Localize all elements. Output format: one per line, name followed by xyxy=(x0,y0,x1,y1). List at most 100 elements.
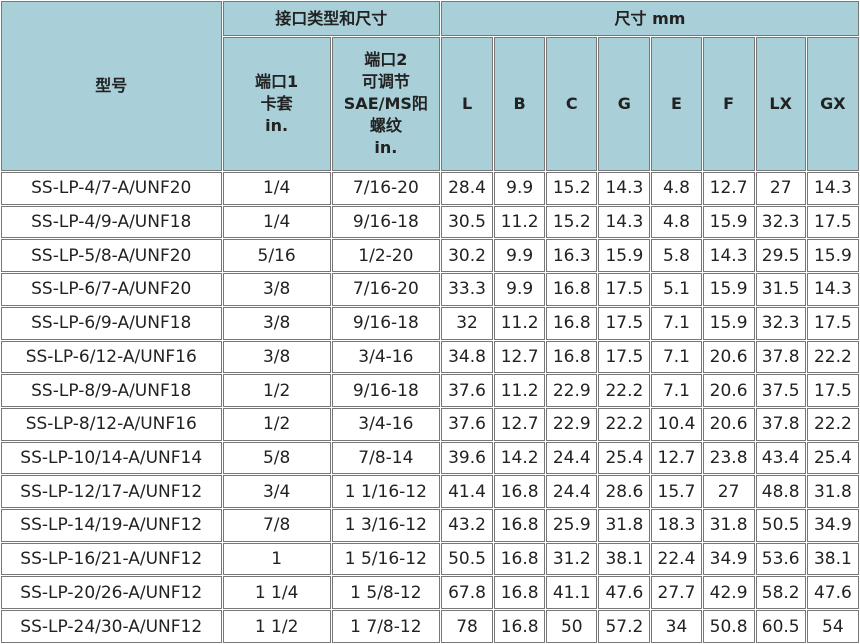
value-cell: 43.2 xyxy=(440,509,494,542)
value-cell: 7/16-20 xyxy=(331,172,440,205)
value-cell: 7/8-14 xyxy=(331,441,440,475)
dim-header: LX xyxy=(755,37,806,171)
value-cell: 15.2 xyxy=(546,172,598,205)
value-cell: 32.3 xyxy=(755,205,806,239)
value-cell: 29.5 xyxy=(755,239,806,273)
data-row: SS-LP-12/17-A/UNF12 3/4 1 1/16-12 41.4 16.8 2… xyxy=(1,475,859,509)
value-cell: 16.8 xyxy=(546,306,598,340)
value-cell: 1 xyxy=(222,542,331,576)
value-cell: 32.3 xyxy=(755,306,806,340)
value-cell: 16.3 xyxy=(546,239,598,273)
value-cell: 54 xyxy=(806,610,859,643)
model-cell: SS-LP-16/21-A/UNF12 xyxy=(1,542,222,576)
value-cell: 10.4 xyxy=(651,407,702,441)
value-cell: 50.5 xyxy=(755,509,806,542)
value-cell: 50.8 xyxy=(702,610,755,643)
value-cell: 1 5/8-12 xyxy=(331,576,440,610)
value-cell: 27 xyxy=(755,172,806,205)
value-cell: 34.9 xyxy=(806,509,859,542)
value-cell: 22.2 xyxy=(806,340,859,374)
model-header: 型号 xyxy=(1,1,222,171)
value-cell: 37.6 xyxy=(440,407,494,441)
value-cell: 14.3 xyxy=(702,239,755,273)
value-cell: 15.2 xyxy=(546,205,598,239)
data-row: SS-LP-14/19-A/UNF12 7/8 1 3/16-12 43.2 16.8 2… xyxy=(1,509,859,542)
value-cell: 28.6 xyxy=(598,475,651,509)
value-cell: 4.8 xyxy=(651,172,702,205)
value-cell: 5/16 xyxy=(222,239,331,273)
value-cell: 3/8 xyxy=(222,273,331,306)
value-cell: 37.8 xyxy=(755,407,806,441)
value-cell: 39.6 xyxy=(440,441,494,475)
value-cell: 15.9 xyxy=(598,239,651,273)
value-cell: 16.8 xyxy=(494,475,546,509)
data-row: SS-LP-6/9-A/UNF18 3/8 9/16-18 32 11.2 16.8 17.… xyxy=(1,306,859,340)
model-cell: SS-LP-10/14-A/UNF14 xyxy=(1,441,222,475)
value-cell: 1 1/4 xyxy=(222,576,331,610)
value-cell: 43.4 xyxy=(755,441,806,475)
value-cell: 30.5 xyxy=(440,205,494,239)
value-cell: 14.2 xyxy=(494,441,546,475)
value-cell: 42.9 xyxy=(702,576,755,610)
value-cell: 16.8 xyxy=(494,509,546,542)
value-cell: 17.5 xyxy=(598,340,651,374)
value-cell: 22.4 xyxy=(651,542,702,576)
value-cell: 24.4 xyxy=(546,475,598,509)
dim-header: E xyxy=(651,37,702,171)
value-cell: 17.5 xyxy=(598,306,651,340)
dim-header: C xyxy=(546,37,598,171)
value-cell: 25.4 xyxy=(806,441,859,475)
value-cell: 12.7 xyxy=(494,340,546,374)
value-cell: 9/16-18 xyxy=(331,306,440,340)
value-cell: 1 1/2 xyxy=(222,610,331,643)
port-header: 端口1 卡套 in. xyxy=(222,37,331,171)
value-cell: 25.4 xyxy=(598,441,651,475)
value-cell: 24.4 xyxy=(546,441,598,475)
size-group-header: 尺寸 mm xyxy=(440,1,859,36)
value-cell: 17.5 xyxy=(598,273,651,306)
value-cell: 16.8 xyxy=(494,542,546,576)
header-line: 卡套 xyxy=(260,94,293,113)
data-row: SS-LP-5/8-A/UNF20 5/16 1/2-20 30.2 9.9 16.3 15… xyxy=(1,239,859,273)
value-cell: 12.7 xyxy=(651,441,702,475)
value-cell: 15.7 xyxy=(651,475,702,509)
value-cell: 58.2 xyxy=(755,576,806,610)
dim-header: B xyxy=(494,37,546,171)
value-cell: 14.3 xyxy=(806,273,859,306)
value-cell: 1/4 xyxy=(222,172,331,205)
value-cell: 37.8 xyxy=(755,340,806,374)
value-cell: 5.1 xyxy=(651,273,702,306)
value-cell: 57.2 xyxy=(598,610,651,643)
value-cell: 78 xyxy=(440,610,494,643)
value-cell: 1/2 xyxy=(222,407,331,441)
value-cell: 20.6 xyxy=(702,374,755,407)
value-cell: 31.8 xyxy=(598,509,651,542)
value-cell: 50 xyxy=(546,610,598,643)
model-cell: SS-LP-6/7-A/UNF20 xyxy=(1,273,222,306)
value-cell: 1 7/8-12 xyxy=(331,610,440,643)
value-cell: 27 xyxy=(702,475,755,509)
data-row: SS-LP-10/14-A/UNF14 5/8 7/8-14 39.6 14.2 24.4… xyxy=(1,441,859,475)
value-cell: 11.2 xyxy=(494,374,546,407)
value-cell: 22.2 xyxy=(598,374,651,407)
model-cell: SS-LP-4/7-A/UNF20 xyxy=(1,172,222,205)
model-cell: SS-LP-12/17-A/UNF12 xyxy=(1,475,222,509)
data-row: SS-LP-6/7-A/UNF20 3/8 7/16-20 33.3 9.9 16.8 17… xyxy=(1,273,859,306)
model-cell: SS-LP-6/9-A/UNF18 xyxy=(1,306,222,340)
dim-header: L xyxy=(440,37,494,171)
value-cell: 22.2 xyxy=(598,407,651,441)
value-cell: 37.6 xyxy=(440,374,494,407)
value-cell: 1 3/16-12 xyxy=(331,509,440,542)
model-cell: SS-LP-20/26-A/UNF12 xyxy=(1,576,222,610)
header-row: 端口1 卡套 in. 端口2 可调节 SAE/MS阳 螺纹 in. L B C G E F LX GX xyxy=(1,37,859,171)
port-header: 端口2 可调节 SAE/MS阳 螺纹 in. xyxy=(331,37,440,171)
value-cell: 25.9 xyxy=(546,509,598,542)
model-cell: SS-LP-8/9-A/UNF18 xyxy=(1,374,222,407)
value-cell: 20.6 xyxy=(702,407,755,441)
value-cell: 53.6 xyxy=(755,542,806,576)
value-cell: 22.2 xyxy=(806,407,859,441)
value-cell: 48.8 xyxy=(755,475,806,509)
data-row: SS-LP-16/21-A/UNF12 1 1 5/16-12 50.5 16.8 31.… xyxy=(1,542,859,576)
value-cell: 7.1 xyxy=(651,374,702,407)
